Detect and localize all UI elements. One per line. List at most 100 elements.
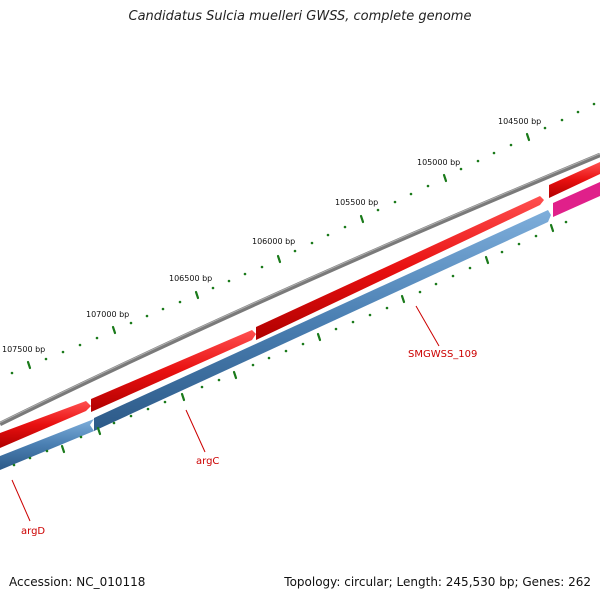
scale-dot: [45, 449, 49, 453]
scale-dot: [334, 327, 338, 331]
forward-gene-SMGWSS_109[interactable]: [256, 196, 544, 340]
scale-label: 105000 bp: [417, 158, 460, 167]
scale-dot: [476, 159, 480, 163]
leader-line-SMGWSS_109: [415, 305, 440, 347]
scale-dot: [434, 282, 438, 286]
scale-dot: [79, 435, 83, 439]
reverse-strand-track: [0, 210, 551, 470]
scale-dot: [564, 220, 568, 224]
scale-dot: [301, 342, 305, 346]
scale-label: 106000 bp: [252, 237, 295, 246]
forward-strand-track: [0, 162, 600, 448]
scale-label: 107000 bp: [86, 310, 129, 319]
scale-label: 106500 bp: [169, 274, 212, 283]
scale-major-tick: [400, 294, 406, 304]
scale-dot: [28, 456, 32, 460]
scale-dot: [592, 102, 596, 106]
forward-gene-argD[interactable]: [0, 401, 91, 448]
scale-major-tick: [194, 290, 200, 300]
scale-dot: [145, 314, 149, 318]
scale-major-tick: [525, 132, 531, 142]
gene-label-argC[interactable]: argC: [196, 456, 219, 467]
scale-dot: [451, 274, 455, 278]
scale-dot: [310, 241, 314, 245]
scale-dot: [267, 356, 271, 360]
scale-dot: [326, 233, 330, 237]
scale-dot: [376, 208, 380, 212]
scale-dot: [343, 225, 347, 229]
scale-dot: [492, 151, 496, 155]
scale-dot: [95, 336, 99, 340]
scale-dot: [217, 378, 221, 382]
scale-label: 107500 bp: [2, 345, 45, 354]
scale-dot: [517, 242, 521, 246]
scale-major-tick: [232, 370, 238, 380]
scale-dot: [468, 266, 472, 270]
scale-dot: [243, 272, 247, 276]
scale-dot: [12, 463, 16, 467]
scale-major-tick: [359, 214, 365, 224]
scale-dot: [163, 400, 167, 404]
scale-label: 104500 bp: [498, 117, 541, 126]
genome-backbone: [0, 152, 600, 427]
scale-dot: [368, 313, 372, 317]
scale-dot: [200, 385, 204, 389]
scale-dot: [385, 306, 389, 310]
scale-dot: [129, 414, 133, 418]
scale-dot: [112, 421, 116, 425]
scale-dot: [211, 286, 215, 290]
scale-dot: [227, 279, 231, 283]
genome-summary-text: Topology: circular; Length: 245,530 bp; …: [284, 575, 591, 589]
scale-major-tick: [60, 444, 66, 454]
map-title: Candidatus Sulcia muelleri GWSS, complet…: [128, 9, 472, 24]
forward-gene-next[interactable]: [549, 162, 600, 198]
scale-dot: [44, 357, 48, 361]
scale-dot: [178, 300, 182, 304]
scale-dot: [10, 371, 14, 375]
scale-major-tick: [316, 332, 322, 342]
reverse-gene-argC-SMGWSS_109[interactable]: [94, 210, 551, 431]
scale-dot: [61, 350, 65, 354]
scale-dot: [293, 249, 297, 253]
scale-dot: [393, 200, 397, 204]
gene-labels: [11, 305, 440, 522]
scale-major-tick: [549, 223, 555, 233]
scale-label: 105500 bp: [335, 198, 378, 207]
scale-dot: [351, 320, 355, 324]
scale-dot: [560, 118, 564, 122]
forward-gene-argC[interactable]: [91, 330, 256, 412]
scale-major-tick: [276, 254, 282, 264]
scale-dot: [500, 250, 504, 254]
reverse-gene-argD[interactable]: [0, 419, 94, 470]
scale-dot: [418, 290, 422, 294]
scale-dot: [78, 343, 82, 347]
accession-text: Accession: NC_010118: [9, 575, 146, 589]
scale-major-tick: [180, 392, 186, 402]
scale-major-tick: [442, 173, 448, 183]
scale-major-tick: [484, 255, 490, 265]
scale-major-tick: [26, 360, 32, 370]
scale-dot: [260, 265, 264, 269]
scale-major-tick: [111, 325, 117, 335]
gene-label-argD[interactable]: argD: [21, 526, 45, 537]
scale-dot: [459, 167, 463, 171]
scale-dot: [161, 307, 165, 311]
forward-gene-pink[interactable]: [553, 182, 600, 217]
scale-dot: [284, 349, 288, 353]
scale-dot: [129, 321, 133, 325]
scale-dot: [426, 184, 430, 188]
scale-dot: [576, 110, 580, 114]
scale-dot: [146, 407, 150, 411]
scale-dot: [543, 126, 547, 130]
scale-dot: [251, 363, 255, 367]
gene-label-SMGWSS_109[interactable]: SMGWSS_109: [408, 349, 477, 360]
scale-dot: [534, 234, 538, 238]
leader-line-argD: [11, 479, 31, 522]
scale-major-tick: [96, 426, 102, 436]
scale-ring-outer: 104500 bp 105000 bp 105500 bp 106000 bp …: [2, 102, 596, 375]
leader-line-argC: [185, 409, 206, 453]
scale-dot: [509, 143, 513, 147]
scale-dot: [409, 192, 413, 196]
scale-ring-inner: [12, 220, 568, 467]
